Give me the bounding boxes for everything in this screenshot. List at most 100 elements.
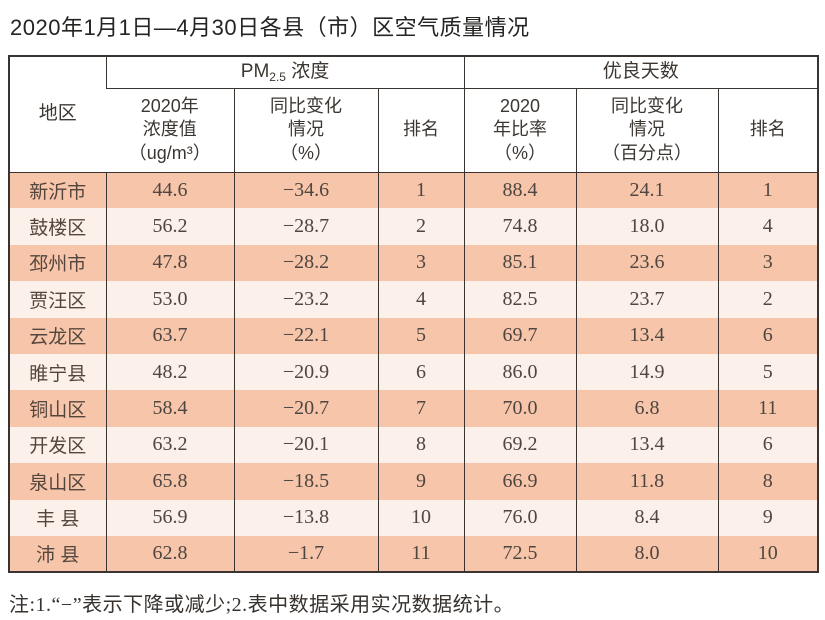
good-change-cell: 14.9 [575,353,719,391]
good-rank-cell: 10 [717,535,819,573]
good-change-cell: 13.4 [575,426,719,464]
good-rate-cell: 85.1 [463,244,577,282]
table-row: 云龙区 63.7 −22.1 5 69.7 13.4 6 [9,317,819,354]
pm25-concentration-cell: 56.9 [105,499,234,536]
region-cell: 开发区 [29,436,87,458]
footnote: 注:1.“−”表示下降或减少;2.表中数据采用实况数据统计。 [9,594,515,617]
pm25-change-cell: −13.8 [233,499,378,536]
pm25-change-cell: −20.1 [233,426,378,464]
table-row: 睢宁县 48.2 −20.9 6 86.0 14.9 5 [9,353,819,391]
good-rate-cell: 88.4 [463,172,577,209]
table-row: 开发区 63.2 −20.1 8 69.2 13.4 6 [9,426,819,464]
good-rate-cell: 69.7 [463,317,577,354]
good-change-cell: 13.4 [575,317,719,354]
pm25-rank-cell: 6 [377,353,465,391]
region-cell: 丰 县 [36,509,80,531]
good-change-cell: 24.1 [575,172,719,209]
table-row: 新沂市 44.6 −34.6 1 88.4 24.1 1 [9,172,819,209]
good-rank-cell: 8 [717,463,819,500]
header-good-rate-2020: 2020 年比率 （%） [463,88,577,173]
table-header: 地区 PM2.5 浓度 优良天数 2020年 浓度值 （ug/m³） 同比变化 … [9,56,819,173]
header-yoy-change-points: 同比变化 情况 （百分点） [575,88,719,173]
table-body: 新沂市 44.6 −34.6 1 88.4 24.1 1 鼓楼区 56.2 −2… [9,172,819,573]
good-change-cell: 8.4 [575,499,719,536]
pm25-concentration-cell: 47.8 [105,244,234,282]
region-cell: 新沂市 [29,181,87,203]
pm25-rank-cell: 9 [377,463,465,500]
pm25-rank-cell: 11 [377,535,465,573]
region-cell: 铜山区 [29,400,87,422]
good-change-cell: 23.6 [575,244,719,282]
region-cell: 泉山区 [29,472,87,494]
pm25-concentration-cell: 53.0 [105,281,234,318]
pm25-rank-cell: 3 [377,244,465,282]
pm25-rank-cell: 7 [377,390,465,427]
pm25-change-cell: −20.9 [233,353,378,391]
good-rank-cell: 6 [717,317,819,354]
pm25-concentration-cell: 58.4 [105,390,234,427]
good-rank-cell: 11 [717,390,819,427]
table-row: 丰 县 56.9 −13.8 10 76.0 8.4 9 [9,499,819,536]
pm-suffix-label: 浓度 [285,61,330,83]
region-cell: 贾汪区 [29,290,87,312]
pm25-rank-cell: 2 [377,208,465,245]
header-yoy-change-percent: 同比变化 情况 （%） [233,88,378,173]
good-rate-cell: 66.9 [463,463,577,500]
pm25-concentration-cell: 44.6 [105,172,234,209]
table-row: 鼓楼区 56.2 −28.7 2 74.8 18.0 4 [9,208,819,245]
pm25-rank-cell: 1 [377,172,465,209]
table-row: 沛 县 62.8 −1.7 11 72.5 8.0 10 [9,535,819,573]
header-pm25-rank: 排名 [377,88,465,173]
pm25-concentration-cell: 65.8 [105,463,234,500]
header-pm25-group: PM2.5 浓度 [105,56,465,89]
good-rate-cell: 69.2 [463,426,577,464]
header-good-rank: 排名 [717,88,819,173]
pm25-change-cell: −18.5 [233,463,378,500]
good-rate-cell: 70.0 [463,390,577,427]
header-concentration-2020: 2020年 浓度值 （ug/m³） [106,88,234,173]
good-rank-cell: 5 [717,353,819,391]
good-rank-cell: 4 [717,208,819,245]
table-row: 泉山区 65.8 −18.5 9 66.9 11.8 8 [9,463,819,500]
good-rank-cell: 6 [717,426,819,464]
pm25-change-cell: −1.7 [233,535,378,573]
pm25-rank-cell: 4 [377,281,465,318]
pm25-change-cell: −20.7 [233,390,378,427]
region-cell: 鼓楼区 [29,218,87,240]
page-title: 2020年1月1日—4月30日各县（市）区空气质量情况 [10,15,530,40]
header-good-days-group: 优良天数 [463,56,819,89]
good-rate-cell: 74.8 [463,208,577,245]
pm25-concentration-cell: 56.2 [105,208,234,245]
good-change-cell: 8.0 [575,535,719,573]
pm25-concentration-cell: 63.7 [105,317,234,354]
good-change-cell: 23.7 [575,281,719,318]
pm25-rank-cell: 5 [377,317,465,354]
pm25-rank-cell: 10 [377,499,465,536]
table-row: 贾汪区 53.0 −23.2 4 82.5 23.7 2 [9,281,819,318]
good-rank-cell: 3 [717,244,819,282]
header-sub-row: 2020年 浓度值 （ug/m³） 同比变化 情况 （%） 排名 2020 年比… [9,88,819,173]
pm-subscript: 2.5 [269,70,286,85]
pm25-change-cell: −34.6 [233,172,378,209]
table-row: 邳州市 47.8 −28.2 3 85.1 23.6 3 [9,244,819,282]
region-cell: 沛 县 [36,545,80,567]
good-rate-cell: 72.5 [463,535,577,573]
region-cell: 邳州市 [29,254,87,276]
good-rank-cell: 1 [717,172,819,209]
pm25-change-cell: −28.2 [233,244,378,282]
good-change-cell: 11.8 [575,463,719,500]
region-cell: 睢宁县 [29,363,87,385]
pm25-change-cell: −22.1 [233,317,378,354]
good-rate-cell: 82.5 [463,281,577,318]
good-rank-cell: 9 [717,499,819,536]
pm25-concentration-cell: 62.8 [105,535,234,573]
pm25-rank-cell: 8 [377,426,465,464]
table-row: 铜山区 58.4 −20.7 7 70.0 6.8 11 [9,390,819,427]
header-region: 地区 [9,56,106,173]
good-rank-cell: 2 [717,281,819,318]
header-group-row: 地区 PM2.5 浓度 优良天数 [9,56,819,173]
good-change-cell: 18.0 [575,208,719,245]
good-rate-cell: 76.0 [463,499,577,536]
pm-label: PM [240,61,270,83]
